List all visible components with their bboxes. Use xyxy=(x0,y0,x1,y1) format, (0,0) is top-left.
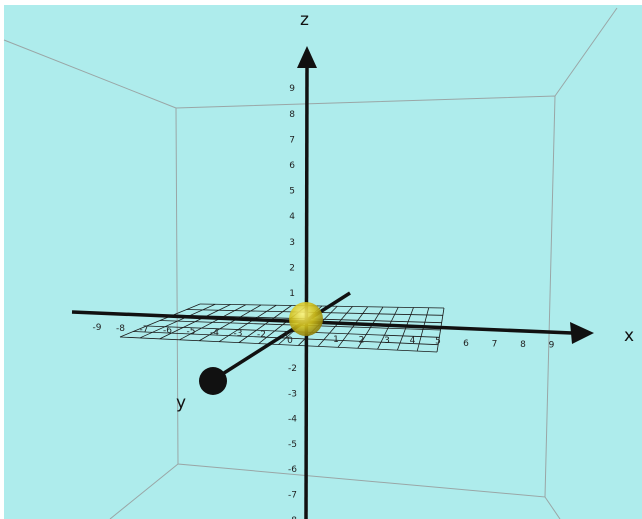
x-tick-label: 8 xyxy=(520,340,526,350)
x-tick-label: -4 xyxy=(210,328,219,338)
x-tick-label: -6 xyxy=(163,326,172,336)
axes xyxy=(71,46,594,519)
x-tick-label: -5 xyxy=(187,327,196,337)
x-tick-label: 3 xyxy=(384,336,390,346)
z-tick-label: 6 xyxy=(289,161,295,171)
z-tick-label: -7 xyxy=(288,491,297,501)
y-axis-line xyxy=(212,291,351,382)
origin-tick-label: 0 xyxy=(287,336,293,346)
z-tick-label: 1 xyxy=(289,289,295,299)
z-tick-label: 4 xyxy=(289,212,295,222)
x-tick-label: 7 xyxy=(492,340,498,350)
z-tick-label: 5 xyxy=(289,187,295,197)
x-tick-label: 5 xyxy=(435,337,441,347)
z-axis-arrowhead xyxy=(297,46,317,68)
z-tick-label: -4 xyxy=(288,415,297,425)
z-tick-label: -3 xyxy=(288,389,297,399)
grid-line-row xyxy=(133,331,439,346)
point-object[interactable] xyxy=(289,302,323,336)
z-tick-label: 9 xyxy=(289,84,295,94)
x-axis-arrowhead xyxy=(570,322,594,344)
z-axis-line xyxy=(304,65,309,519)
grid-line-row xyxy=(119,336,438,353)
x-tick-label: 6 xyxy=(463,339,469,349)
grid-line-row xyxy=(146,325,440,338)
scene-background xyxy=(4,5,642,519)
x-tick-label: -2 xyxy=(257,330,266,340)
z-tick-label: 8 xyxy=(289,110,295,120)
y-axis-label: y xyxy=(176,393,186,413)
box-edge-bottom-right xyxy=(544,496,561,519)
x-tick-label: 4 xyxy=(410,336,416,346)
z-tick-label: 2 xyxy=(289,263,295,273)
x-axis-label: x xyxy=(624,326,634,346)
z-tick-label: -5 xyxy=(288,440,297,450)
z-tick-label: 7 xyxy=(289,135,295,145)
x-tick-label: -8 xyxy=(116,324,125,334)
point-sphere[interactable] xyxy=(289,302,323,336)
z-tick-label: 3 xyxy=(289,238,295,248)
z-axis-label: z xyxy=(300,10,309,30)
box-edge-top-left xyxy=(3,39,177,109)
x-tick-label: 9 xyxy=(549,341,555,351)
x-tick-label: -9 xyxy=(93,323,102,333)
y-axis-end-ball xyxy=(199,367,227,395)
x-tick-label: -1 xyxy=(281,331,290,341)
x-tick-label: -7 xyxy=(140,325,149,335)
z-tick-label: -2 xyxy=(288,364,297,374)
tick-labels: -9 -8 -7 -6 -5 -4 -3 -2 -1 1 2 3 4 5 6 7 8 9 0 1 2 3 4 5 6 7 8 9 -2 -… xyxy=(93,84,555,519)
x-tick-label: -3 xyxy=(234,329,243,339)
z-tick-label: -8 xyxy=(288,516,297,519)
bounding-box xyxy=(3,7,618,519)
grid-line-row xyxy=(199,303,445,309)
z-tick-label: -6 xyxy=(288,465,297,475)
box-edge-bottom-left xyxy=(109,463,179,519)
box-edge-top-right xyxy=(554,7,618,97)
x-tick-label: 2 xyxy=(359,335,365,345)
x-tick-label: 1 xyxy=(333,335,339,345)
